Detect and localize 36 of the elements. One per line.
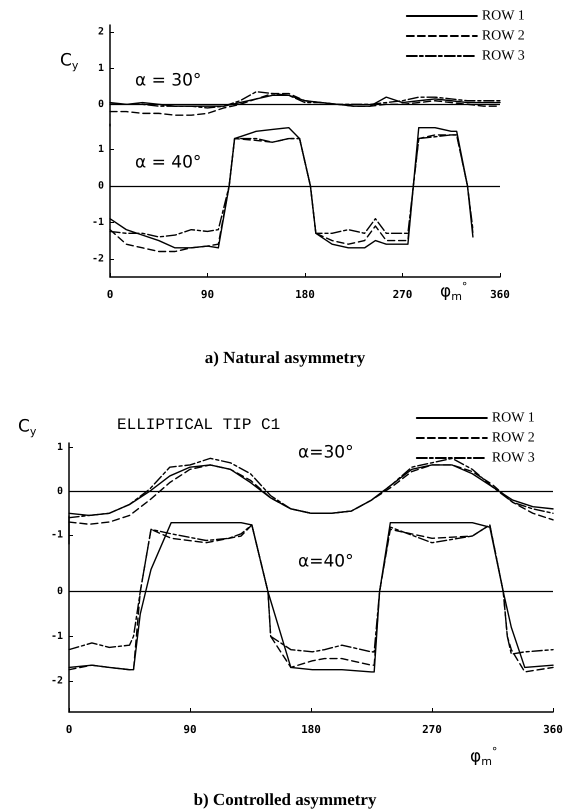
legend-label: ROW 1 (492, 410, 535, 426)
y-tick-label: 0 (56, 586, 63, 598)
text: α = 40° (135, 152, 202, 172)
chart-title: ELLIPTICAL TIP C1 (117, 416, 280, 434)
legend-label: ROW 1 (482, 8, 525, 24)
legend-label: ROW 3 (492, 450, 535, 466)
legend-label: ROW 2 (492, 430, 535, 446)
legend-label: ROW 2 (482, 28, 525, 44)
chart-subtitle: α=30° (298, 442, 354, 462)
y-tick-label: -1 (92, 216, 104, 228)
y-tick-label: 0 (56, 486, 63, 497)
y-tick-label: -1 (50, 630, 63, 642)
y-tick-label: 0 (98, 98, 104, 110)
x-tick-label: 0 (106, 288, 114, 301)
y-tick-label: 2 (98, 26, 104, 38)
text: b) Controlled asymmetry (194, 790, 377, 809)
x-tick-label: 270 (422, 723, 442, 736)
x-tick-label: 360 (490, 288, 510, 301)
text: α = 30° (135, 70, 202, 90)
x-tick-label: 180 (295, 288, 315, 301)
y-tick-label: -2 (92, 253, 104, 264)
x-tick-label: 90 (183, 723, 197, 736)
x-tick-label: 270 (392, 288, 412, 301)
y-tick-label: -1 (50, 530, 63, 541)
y-tick-label: 1 (98, 144, 104, 155)
x-tick-label: 360 (543, 723, 563, 736)
legend-label: ROW 3 (482, 48, 525, 64)
text: α=40° (298, 552, 354, 572)
y-tick-label: -2 (50, 675, 63, 686)
x-tick-label: 180 (301, 723, 321, 736)
text: a) Natural asymmetry (204, 348, 366, 367)
x-tick-label: 0 (66, 723, 72, 736)
y-tick-label: 1 (56, 442, 63, 453)
x-tick-label: 90 (200, 288, 214, 301)
y-tick-label: 0 (98, 180, 104, 192)
y-tick-label: 1 (98, 62, 104, 74)
